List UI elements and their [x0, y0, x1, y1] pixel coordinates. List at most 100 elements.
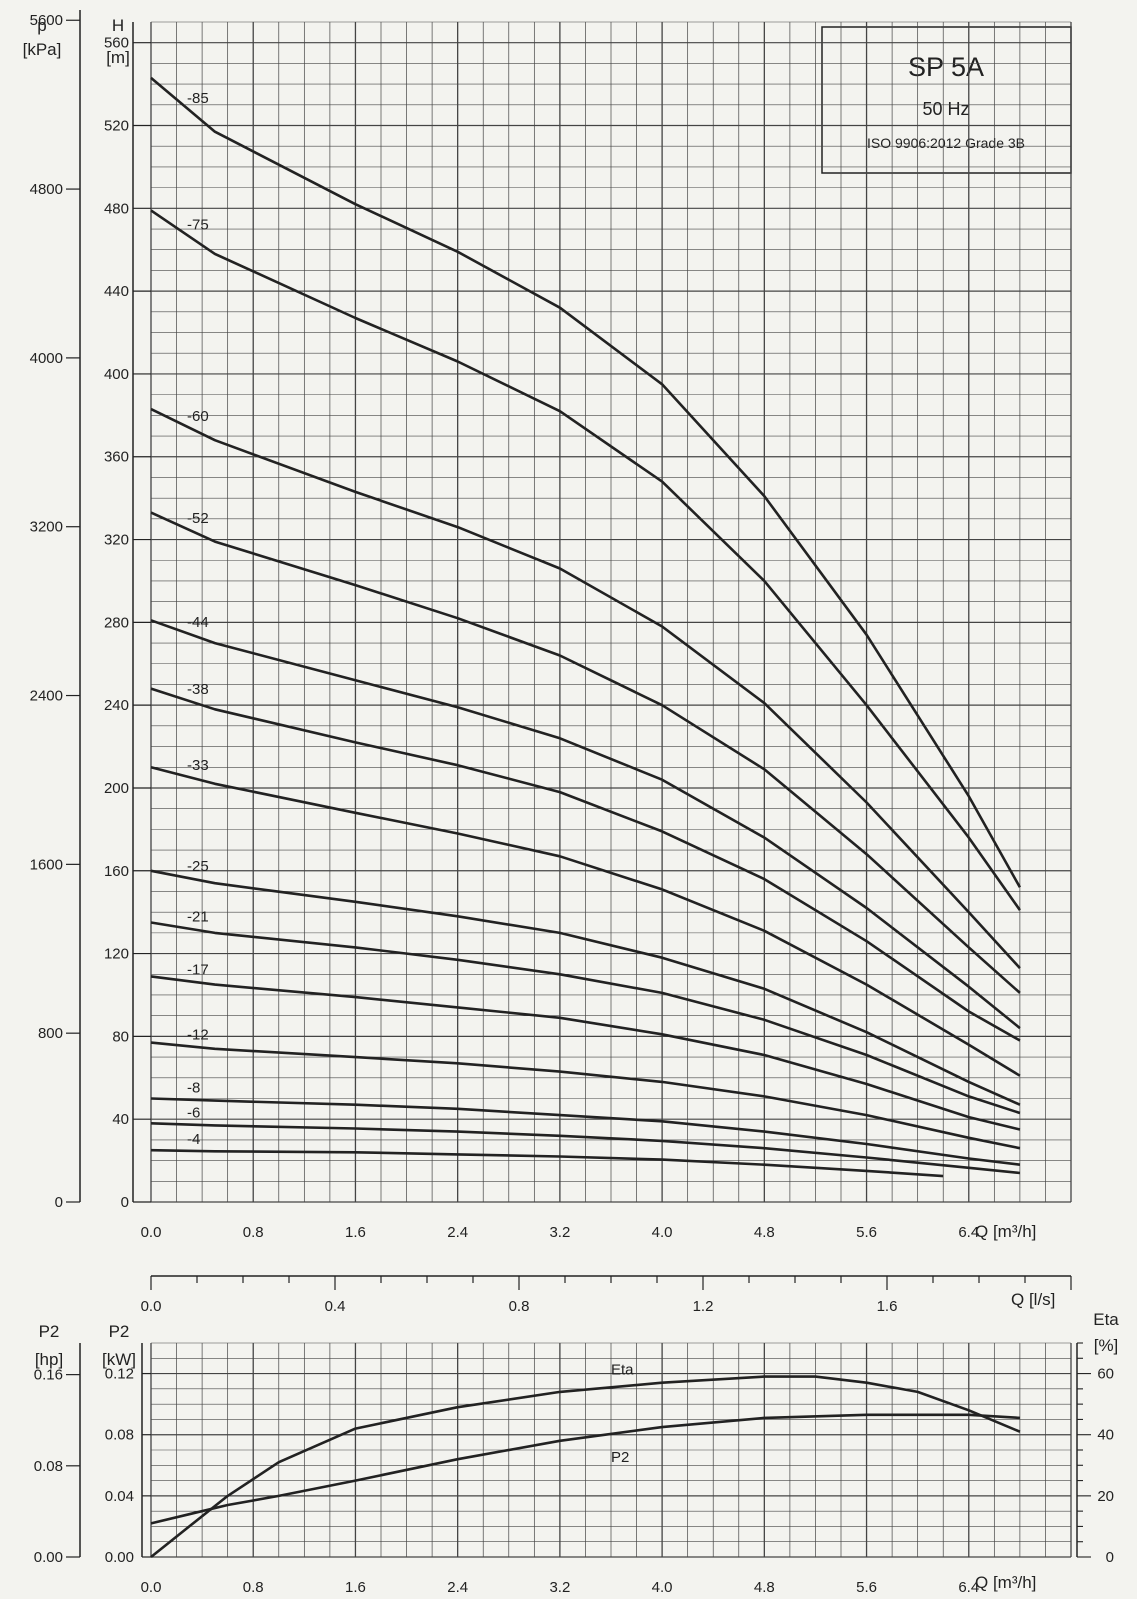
h-axis-tick-label: 80 — [112, 1028, 129, 1045]
kw-axis-unit: [kW] — [102, 1350, 136, 1369]
p-axis-tick-label: 4800 — [30, 181, 63, 198]
eta-axis-tick-label: 60 — [1097, 1366, 1114, 1383]
head-curve-label: -4 — [187, 1131, 200, 1148]
p-axis-tick-label: 4000 — [30, 350, 63, 367]
title-box-frame — [821, 26, 1072, 174]
head-x-tick-label: 0.0 — [141, 1224, 162, 1241]
power-x-tick-label: 1.6 — [345, 1579, 366, 1596]
kw-axis-title: P2 — [109, 1322, 130, 1341]
h-axis-tick-label: 480 — [104, 200, 129, 217]
power-x-axis-title: Q [m³/h] — [975, 1573, 1036, 1592]
h-axis-tick-label: 120 — [104, 946, 129, 963]
h-axis-tick-label: 240 — [104, 697, 129, 714]
head-curve-label: -12 — [187, 1026, 209, 1043]
power-x-tick-label: 2.4 — [447, 1579, 468, 1596]
head-curve-label: -8 — [187, 1080, 200, 1097]
power-curve-label: P2 — [611, 1449, 629, 1466]
head-curve-21 — [150, 921, 1021, 1115]
h-axis-tick-label: 400 — [104, 366, 129, 383]
kw-axis-tick-label: 0.00 — [105, 1549, 134, 1566]
head-x-axis-title: Q [m³/h] — [975, 1222, 1036, 1241]
power-x-tick-label: 3.2 — [549, 1579, 570, 1596]
power-efficiency-chart: 0.000.040.080.12P2[kW]0.000.080.16P2[hp]… — [34, 1310, 1119, 1596]
head-curve-44 — [150, 619, 1021, 1030]
head-curve-label: -38 — [187, 681, 209, 698]
h-axis-tick-label: 280 — [104, 614, 129, 631]
head-curve-label: -60 — [187, 408, 209, 425]
head-curve-label: -25 — [187, 858, 209, 875]
eta-axis-tick-label: 0 — [1106, 1549, 1114, 1566]
kw-axis-tick-label: 0.08 — [105, 1427, 134, 1444]
power-x-tick-label: 0.0 — [141, 1579, 162, 1596]
head-curve-label: -21 — [187, 909, 209, 926]
h-axis-title: H — [112, 16, 124, 35]
h-axis-tick-label: 0 — [121, 1194, 129, 1211]
head-x-tick-label: 2.4 — [447, 1224, 468, 1241]
power-x-tick-label: 4.8 — [754, 1579, 775, 1596]
h-axis-unit: [m] — [106, 48, 130, 67]
eta-axis-tick-label: 20 — [1097, 1488, 1114, 1505]
hp-axis-tick-label: 0.16 — [34, 1367, 63, 1384]
head-curve-52 — [150, 511, 1021, 994]
eta-axis-unit: [%] — [1094, 1336, 1119, 1355]
h-axis-tick-label: 160 — [104, 863, 129, 880]
power-curve-eta — [150, 1375, 1021, 1559]
head-x-tick-label: 6.4 — [958, 1224, 979, 1241]
power-x-tick-label: 4.0 — [652, 1579, 673, 1596]
power-x-tick-label: 0.8 — [243, 1579, 264, 1596]
head-curve-label: -75 — [187, 216, 209, 233]
head-x-tick-label: 4.8 — [754, 1224, 775, 1241]
head-x-tick-label: 5.6 — [856, 1224, 877, 1241]
head-curve-label: -44 — [187, 614, 209, 631]
flow-ls-tick-label: 1.2 — [693, 1298, 714, 1315]
head-curve-17 — [150, 975, 1021, 1131]
title-frequency: 50 Hz — [922, 99, 969, 119]
flow-ls-tick-label: 0.0 — [141, 1298, 162, 1315]
title-standard: ISO 9906:2012 Grade 3B — [867, 135, 1025, 151]
title-box: SP 5A 50 Hz ISO 9906:2012 Grade 3B — [821, 26, 1072, 174]
head-curve-6 — [150, 1122, 1021, 1175]
head-curve-4 — [150, 1148, 944, 1178]
flow-ls-axis: 0.0 0.4 0.8 1.2 1.6 Q [l/s] — [141, 1275, 1072, 1315]
power-curve-p2 — [150, 1413, 1020, 1525]
hp-axis-title: P2 — [39, 1322, 60, 1341]
h-axis-tick-label: 360 — [104, 449, 129, 466]
eta-axis-title: Eta — [1093, 1310, 1119, 1329]
head-chart: 0 40 80 120 160 200 240 280 320 360 400 440 480 520 56… — [23, 10, 1072, 1241]
flow-ls-tick-label: 0.8 — [509, 1298, 530, 1315]
flow-ls-axis-title: Q [l/s] — [1011, 1290, 1055, 1309]
power-x-tick-label: 6.4 — [958, 1579, 979, 1596]
h-axis-tick-label: 520 — [104, 118, 129, 135]
hp-axis-tick-label: 0.08 — [34, 1458, 63, 1475]
head-x-tick-label: 4.0 — [652, 1224, 673, 1241]
hp-axis-unit: [hp] — [35, 1350, 63, 1369]
head-x-tick-label: 0.8 — [243, 1224, 264, 1241]
head-curve-label: -52 — [187, 510, 209, 527]
power-x-tick-label: 5.6 — [856, 1579, 877, 1596]
kw-axis-tick-label: 0.12 — [105, 1366, 134, 1383]
title-model: SP 5A — [908, 52, 984, 82]
h-axis-tick-label: 560 — [104, 35, 129, 52]
power-curve-label: Eta — [611, 1361, 634, 1378]
p-axis-tick-label: 0 — [55, 1194, 63, 1211]
p-axis-tick-label: 3200 — [30, 519, 63, 536]
head-curve-33 — [150, 766, 1021, 1077]
head-curve-38 — [150, 687, 1021, 1042]
hp-axis-tick-label: 0.00 — [34, 1549, 63, 1566]
flow-ls-tick-label: 0.4 — [325, 1298, 346, 1315]
p-axis-title: p — [37, 16, 46, 35]
eta-axis-tick-label: 40 — [1097, 1427, 1114, 1444]
h-axis-tick-label: 200 — [104, 780, 129, 797]
kw-axis-tick-label: 0.04 — [105, 1488, 134, 1505]
head-curve-12 — [150, 1041, 1021, 1150]
head-x-tick-label: 3.2 — [549, 1224, 570, 1241]
p-axis-tick-label: 800 — [38, 1025, 63, 1042]
head-curve-60 — [150, 407, 1021, 969]
head-curve-85 — [150, 76, 1022, 888]
head-curve-8 — [150, 1097, 1021, 1166]
h-axis-tick-label: 320 — [104, 532, 129, 549]
h-axis-tick-label: 40 — [112, 1111, 129, 1128]
head-curve-label: -6 — [187, 1105, 200, 1122]
head-curve-25 — [150, 869, 1021, 1106]
